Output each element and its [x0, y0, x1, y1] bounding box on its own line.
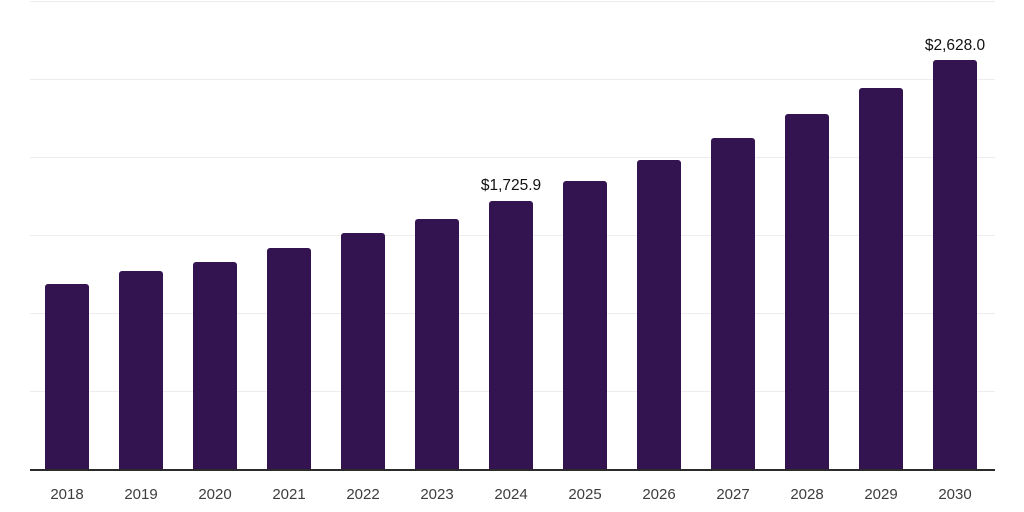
bar: [193, 262, 237, 470]
bar: [45, 284, 89, 470]
bar: [563, 181, 607, 470]
gridline: [30, 79, 995, 80]
x-axis-tick-label: 2029: [864, 486, 898, 503]
x-axis-tick-label: 2020: [198, 486, 232, 503]
gridline: [30, 157, 995, 158]
x-axis-tick-label: 2022: [346, 486, 380, 503]
plot-area: $1,725.9 $2,628.0: [30, 1, 995, 470]
gridline: [30, 1, 995, 2]
bar: [933, 60, 977, 470]
x-axis-tick-label: 2023: [420, 486, 454, 503]
x-axis-tick-label: 2028: [790, 486, 824, 503]
x-axis-line: [30, 469, 995, 471]
x-axis-tick-label: 2024: [494, 486, 528, 503]
x-axis-tick-label: 2018: [50, 486, 84, 503]
x-axis-tick-label: 2030: [938, 486, 972, 503]
bar: [341, 233, 385, 470]
x-axis-tick-label: 2027: [716, 486, 750, 503]
bar: [711, 137, 755, 470]
x-axis-tick-label: 2025: [568, 486, 602, 503]
bar-value-label: $1,725.9: [480, 177, 542, 195]
bar: [489, 200, 533, 470]
bar: [267, 248, 311, 470]
bar: [415, 218, 459, 470]
bar: [785, 113, 829, 470]
bar: [119, 271, 163, 470]
bar: [637, 160, 681, 470]
x-axis-tick-label: 2021: [272, 486, 306, 503]
x-axis-tick-label: 2026: [642, 486, 676, 503]
x-axis-tick-label: 2019: [124, 486, 158, 503]
bar-value-label: $2,628.0: [924, 36, 986, 54]
bar: [859, 87, 903, 470]
